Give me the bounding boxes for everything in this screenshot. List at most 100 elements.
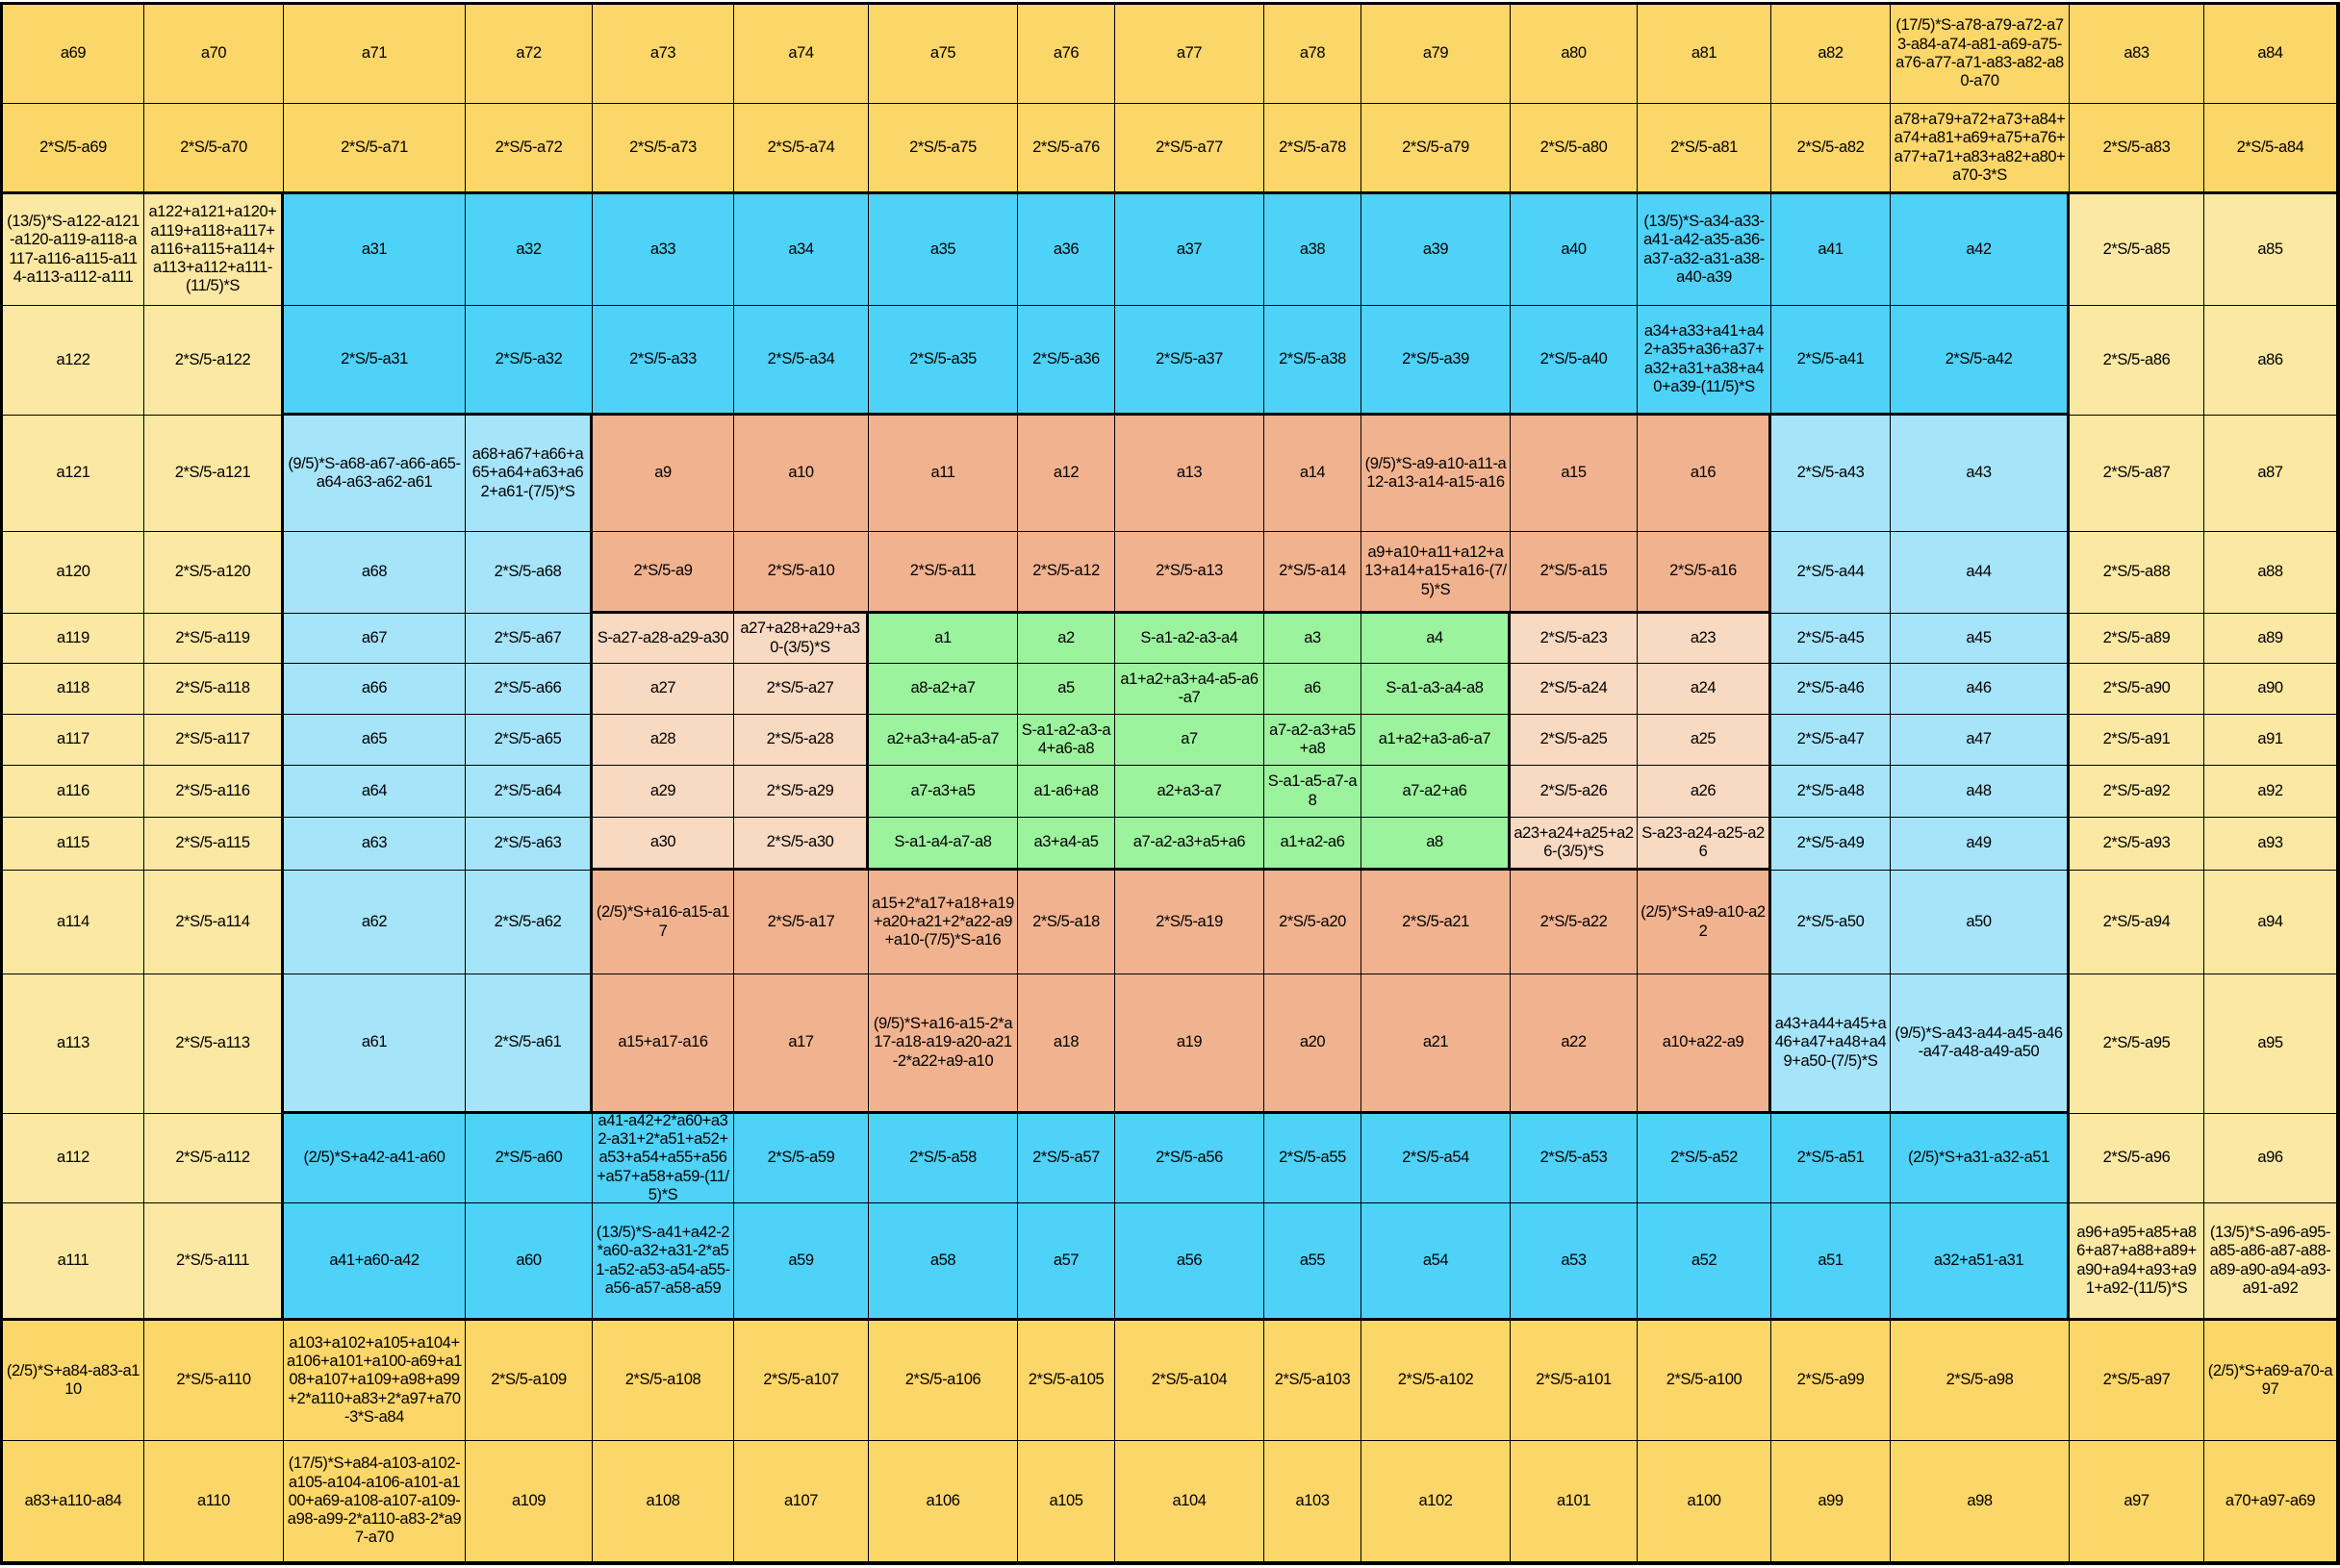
cell-r12-c7[interactable]: a15+2*a17+a18+a19+a20+a21+2*a22-a9+a10-(… bbox=[869, 871, 1018, 974]
cell-r4-c1[interactable]: a122 bbox=[3, 306, 144, 416]
cell-r8-c15[interactable]: a46 bbox=[1891, 664, 2070, 715]
cell-r4-c9[interactable]: 2*S/5-a37 bbox=[1115, 306, 1264, 416]
cell-r16-c9[interactable]: 2*S/5-a104 bbox=[1115, 1321, 1264, 1441]
cell-r5-c11[interactable]: (9/5)*S-a9-a10-a11-a12-a13-a14-a15-a16 bbox=[1361, 416, 1511, 532]
cell-r4-c8[interactable]: 2*S/5-a36 bbox=[1018, 306, 1115, 416]
cell-r10-c1[interactable]: a116 bbox=[3, 766, 144, 818]
cell-r8-c14[interactable]: 2*S/5-a46 bbox=[1771, 664, 1891, 715]
cell-r6-c2[interactable]: 2*S/5-a120 bbox=[144, 532, 284, 614]
cell-r6-c4[interactable]: 2*S/5-a68 bbox=[466, 532, 593, 614]
cell-r9-c1[interactable]: a117 bbox=[3, 715, 144, 766]
cell-r8-c13[interactable]: a24 bbox=[1638, 664, 1771, 715]
cell-r9-c13[interactable]: a25 bbox=[1638, 715, 1771, 766]
cell-r4-c6[interactable]: 2*S/5-a34 bbox=[734, 306, 869, 416]
cell-r12-c6[interactable]: 2*S/5-a17 bbox=[734, 871, 869, 974]
cell-r3-c16[interactable]: 2*S/5-a85 bbox=[2070, 194, 2204, 306]
cell-r8-c16[interactable]: 2*S/5-a90 bbox=[2070, 664, 2204, 715]
cell-r1-c4[interactable]: a72 bbox=[466, 5, 593, 104]
cell-r14-c9[interactable]: 2*S/5-a56 bbox=[1115, 1114, 1264, 1203]
cell-r15-c4[interactable]: a60 bbox=[466, 1203, 593, 1321]
cell-r3-c17[interactable]: a85 bbox=[2204, 194, 2337, 306]
cell-r4-c3[interactable]: 2*S/5-a31 bbox=[284, 306, 466, 416]
cell-r11-c8[interactable]: a3+a4-a5 bbox=[1018, 818, 1115, 871]
cell-r16-c8[interactable]: 2*S/5-a105 bbox=[1018, 1321, 1115, 1441]
cell-r15-c2[interactable]: 2*S/5-a111 bbox=[144, 1203, 284, 1321]
cell-r10-c12[interactable]: 2*S/5-a26 bbox=[1511, 766, 1638, 818]
cell-r13-c8[interactable]: a18 bbox=[1018, 974, 1115, 1114]
cell-r11-c9[interactable]: a7-a2-a3+a5+a6 bbox=[1115, 818, 1264, 871]
cell-r15-c14[interactable]: a51 bbox=[1771, 1203, 1891, 1321]
cell-r11-c13[interactable]: S-a23-a24-a25-a26 bbox=[1638, 818, 1771, 871]
cell-r16-c6[interactable]: 2*S/5-a107 bbox=[734, 1321, 869, 1441]
cell-r8-c17[interactable]: a90 bbox=[2204, 664, 2337, 715]
cell-r11-c3[interactable]: a63 bbox=[284, 818, 466, 871]
cell-r11-c17[interactable]: a93 bbox=[2204, 818, 2337, 871]
cell-r4-c15[interactable]: 2*S/5-a42 bbox=[1891, 306, 2070, 416]
cell-r1-c17[interactable]: a84 bbox=[2204, 5, 2337, 104]
cell-r14-c15[interactable]: (2/5)*S+a31-a32-a51 bbox=[1891, 1114, 2070, 1203]
cell-r17-c16[interactable]: a97 bbox=[2070, 1441, 2204, 1562]
cell-r4-c4[interactable]: 2*S/5-a32 bbox=[466, 306, 593, 416]
cell-r1-c2[interactable]: a70 bbox=[144, 5, 284, 104]
cell-r14-c4[interactable]: 2*S/5-a60 bbox=[466, 1114, 593, 1203]
cell-r7-c17[interactable]: a89 bbox=[2204, 614, 2337, 664]
cell-r11-c1[interactable]: a115 bbox=[3, 818, 144, 871]
cell-r7-c4[interactable]: 2*S/5-a67 bbox=[466, 614, 593, 664]
cell-r3-c3[interactable]: a31 bbox=[284, 194, 466, 306]
cell-r8-c6[interactable]: 2*S/5-a27 bbox=[734, 664, 869, 715]
cell-r6-c10[interactable]: 2*S/5-a14 bbox=[1264, 532, 1361, 614]
cell-r2-c6[interactable]: 2*S/5-a74 bbox=[734, 104, 869, 194]
cell-r13-c10[interactable]: a20 bbox=[1264, 974, 1361, 1114]
cell-r1-c12[interactable]: a80 bbox=[1511, 5, 1638, 104]
cell-r7-c12[interactable]: 2*S/5-a23 bbox=[1511, 614, 1638, 664]
cell-r15-c15[interactable]: a32+a51-a31 bbox=[1891, 1203, 2070, 1321]
cell-r10-c14[interactable]: 2*S/5-a48 bbox=[1771, 766, 1891, 818]
cell-r16-c4[interactable]: 2*S/5-a109 bbox=[466, 1321, 593, 1441]
cell-r14-c3[interactable]: (2/5)*S+a42-a41-a60 bbox=[284, 1114, 466, 1203]
cell-r16-c11[interactable]: 2*S/5-a102 bbox=[1361, 1321, 1511, 1441]
cell-r16-c16[interactable]: 2*S/5-a97 bbox=[2070, 1321, 2204, 1441]
cell-r14-c17[interactable]: a96 bbox=[2204, 1114, 2337, 1203]
cell-r5-c7[interactable]: a11 bbox=[869, 416, 1018, 532]
cell-r10-c8[interactable]: a1-a6+a8 bbox=[1018, 766, 1115, 818]
cell-r1-c16[interactable]: a83 bbox=[2070, 5, 2204, 104]
cell-r15-c11[interactable]: a54 bbox=[1361, 1203, 1511, 1321]
cell-r14-c8[interactable]: 2*S/5-a57 bbox=[1018, 1114, 1115, 1203]
cell-r12-c2[interactable]: 2*S/5-a114 bbox=[144, 871, 284, 974]
cell-r8-c10[interactable]: a6 bbox=[1264, 664, 1361, 715]
cell-r6-c12[interactable]: 2*S/5-a15 bbox=[1511, 532, 1638, 614]
cell-r4-c17[interactable]: a86 bbox=[2204, 306, 2337, 416]
cell-r7-c5[interactable]: S-a27-a28-a29-a30 bbox=[593, 614, 734, 664]
cell-r17-c3[interactable]: (17/5)*S+a84-a103-a102-a105-a104-a106-a1… bbox=[284, 1441, 466, 1562]
cell-r12-c14[interactable]: 2*S/5-a50 bbox=[1771, 871, 1891, 974]
cell-r14-c12[interactable]: 2*S/5-a53 bbox=[1511, 1114, 1638, 1203]
cell-r5-c1[interactable]: a121 bbox=[3, 416, 144, 532]
cell-r8-c12[interactable]: 2*S/5-a24 bbox=[1511, 664, 1638, 715]
cell-r14-c7[interactable]: 2*S/5-a58 bbox=[869, 1114, 1018, 1203]
cell-r11-c7[interactable]: S-a1-a4-a7-a8 bbox=[869, 818, 1018, 871]
cell-r12-c5[interactable]: (2/5)*S+a16-a15-a17 bbox=[593, 871, 734, 974]
cell-r6-c17[interactable]: a88 bbox=[2204, 532, 2337, 614]
cell-r14-c2[interactable]: 2*S/5-a112 bbox=[144, 1114, 284, 1203]
cell-r12-c16[interactable]: 2*S/5-a94 bbox=[2070, 871, 2204, 974]
cell-r5-c2[interactable]: 2*S/5-a121 bbox=[144, 416, 284, 532]
cell-r13-c4[interactable]: 2*S/5-a61 bbox=[466, 974, 593, 1114]
cell-r15-c5[interactable]: (13/5)*S-a41+a42-2*a60-a32+a31-2*a51-a52… bbox=[593, 1203, 734, 1321]
cell-r3-c5[interactable]: a33 bbox=[593, 194, 734, 306]
cell-r4-c11[interactable]: 2*S/5-a39 bbox=[1361, 306, 1511, 416]
cell-r4-c14[interactable]: 2*S/5-a41 bbox=[1771, 306, 1891, 416]
cell-r13-c12[interactable]: a22 bbox=[1511, 974, 1638, 1114]
cell-r9-c4[interactable]: 2*S/5-a65 bbox=[466, 715, 593, 766]
cell-r9-c2[interactable]: 2*S/5-a117 bbox=[144, 715, 284, 766]
cell-r2-c3[interactable]: 2*S/5-a71 bbox=[284, 104, 466, 194]
cell-r10-c4[interactable]: 2*S/5-a64 bbox=[466, 766, 593, 818]
cell-r13-c3[interactable]: a61 bbox=[284, 974, 466, 1114]
cell-r5-c9[interactable]: a13 bbox=[1115, 416, 1264, 532]
cell-r9-c17[interactable]: a91 bbox=[2204, 715, 2337, 766]
cell-r7-c1[interactable]: a119 bbox=[3, 614, 144, 664]
cell-r16-c10[interactable]: 2*S/5-a103 bbox=[1264, 1321, 1361, 1441]
cell-r17-c9[interactable]: a104 bbox=[1115, 1441, 1264, 1562]
cell-r8-c8[interactable]: a5 bbox=[1018, 664, 1115, 715]
cell-r10-c10[interactable]: S-a1-a5-a7-a8 bbox=[1264, 766, 1361, 818]
cell-r1-c3[interactable]: a71 bbox=[284, 5, 466, 104]
